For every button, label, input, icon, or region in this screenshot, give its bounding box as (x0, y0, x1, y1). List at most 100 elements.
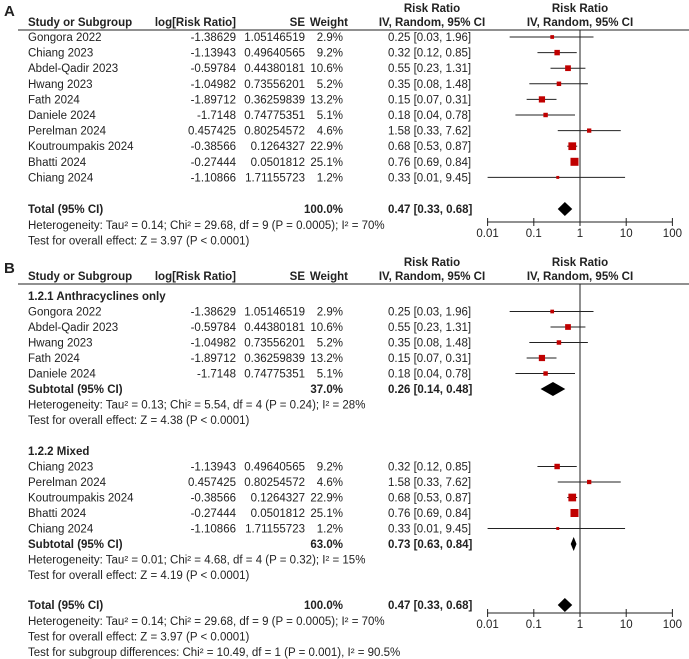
risk-ratio-ci: 0.76 [0.69, 0.84] (388, 508, 471, 520)
se-value: 1.71155723 (245, 172, 305, 184)
risk-ratio-ci: 0.55 [0.23, 1.31] (388, 63, 471, 75)
log-rr-value: -0.27444 (191, 157, 237, 169)
study-marker (565, 65, 571, 72)
pooled-weight: 100.0% (304, 204, 343, 216)
study-marker (538, 354, 546, 362)
pooled-label: Subtotal (95% CI) (28, 384, 123, 396)
x-tick-label: 0.01 (476, 619, 498, 631)
pooled-diamond (557, 598, 573, 612)
weight-value: 2.9% (317, 32, 343, 44)
pooled-diamond (570, 537, 577, 551)
weight-value: 25.1% (310, 157, 343, 169)
log-rr-value: -0.59784 (191, 322, 237, 334)
se-value: 0.74775351 (244, 110, 305, 122)
risk-ratio-ci: 0.25 [0.03, 1.96] (388, 32, 471, 44)
pooled-ci: 0.73 [0.63, 0.84] (388, 539, 473, 551)
log-rr-value: -1.38629 (191, 307, 236, 319)
x-tick-label: 100 (663, 619, 682, 631)
study-name: Daniele 2024 (28, 110, 96, 122)
se-value: 1.71155723 (245, 524, 305, 536)
weight-value: 10.6% (310, 322, 343, 334)
se-value: 1.05146519 (244, 307, 305, 319)
log-rr-value: -1.7148 (197, 110, 236, 122)
study-marker (587, 128, 592, 133)
weight-value: 5.1% (317, 369, 343, 381)
log-rr-value: 0.457425 (188, 477, 236, 489)
note-text: Test for overall effect: Z = 3.97 (P < 0… (28, 236, 250, 248)
pooled-diamond (557, 202, 573, 216)
x-tick-label: 100 (663, 228, 682, 240)
study-header: Study or Subgroup (28, 17, 132, 29)
note-text: Heterogeneity: Tau² = 0.14; Chi² = 29.68… (28, 220, 385, 232)
note-text: Test for overall effect: Z = 4.19 (P < 0… (28, 570, 250, 582)
se-value: 0.36259839 (244, 94, 305, 106)
study-name: Fath 2024 (28, 353, 80, 365)
weight-value: 5.2% (317, 338, 343, 350)
study-name: Chiang 2023 (28, 48, 93, 60)
study-marker (556, 175, 560, 179)
log-rr-value: -1.10866 (191, 524, 236, 536)
x-tick-label: 1 (577, 619, 583, 631)
weight-value: 22.9% (310, 493, 343, 505)
se-value: 0.1264327 (251, 493, 305, 505)
weight-value: 4.6% (317, 477, 343, 489)
study-name: Fath 2024 (28, 94, 80, 106)
subgroup-label: 1.2.2 Mixed (28, 446, 89, 458)
note-text: Test for subgroup differences: Chi² = 10… (28, 647, 400, 659)
log-rr-value: -1.04982 (191, 338, 236, 350)
x-tick-label: 0.1 (526, 619, 542, 631)
study-marker (538, 96, 546, 103)
se-value: 0.73556201 (244, 79, 305, 91)
pooled-diamond (540, 382, 566, 396)
risk-ratio-ci: 0.33 [0.01, 9.45] (388, 172, 471, 184)
risk-ratio-ci: 0.55 [0.23, 1.31] (388, 322, 471, 334)
pooled-ci: 0.47 [0.33, 0.68] (388, 600, 473, 612)
x-tick-label: 0.1 (526, 228, 542, 240)
study-marker (554, 463, 560, 470)
study-marker (568, 142, 577, 151)
log-rr-value: -1.89712 (191, 353, 236, 365)
study-name: Koutroumpakis 2024 (28, 141, 134, 153)
weight-value: 22.9% (310, 141, 343, 153)
study-name: Hwang 2023 (28, 79, 93, 91)
pooled-label: Total (95% CI) (28, 600, 103, 612)
log-rr-value: -0.38566 (191, 141, 236, 153)
se-value: 0.80254572 (244, 477, 305, 489)
pooled-weight: 63.0% (310, 539, 343, 551)
se-value: 1.05146519 (244, 32, 305, 44)
note-text: Heterogeneity: Tau² = 0.13; Chi² = 5.54,… (28, 400, 365, 412)
plot-header-bottom: IV, Random, 95% CI (527, 271, 633, 283)
risk-ratio-ci: 0.76 [0.69, 0.84] (388, 157, 471, 169)
log-rr-value: -1.13943 (191, 48, 236, 60)
risk-ratio-ci: 0.33 [0.01, 9.45] (388, 524, 471, 536)
risk-ratio-ci: 0.25 [0.03, 1.96] (388, 307, 471, 319)
weight-value: 9.2% (317, 48, 343, 60)
se-value: 0.0501812 (251, 508, 305, 520)
risk-ratio-ci: 0.35 [0.08, 1.48] (388, 338, 471, 350)
weight-value: 10.6% (310, 63, 343, 75)
study-name: Abdel-Qadir 2023 (28, 322, 118, 334)
study-name: Daniele 2024 (28, 369, 96, 381)
study-marker (570, 157, 579, 166)
risk-ratio-ci: 0.35 [0.08, 1.48] (388, 79, 471, 91)
se-header: SE (290, 17, 306, 29)
se-value: 0.0501812 (251, 157, 305, 169)
weight-header: Weight (310, 17, 348, 29)
note-text: Heterogeneity: Tau² = 0.14; Chi² = 29.68… (28, 616, 385, 628)
study-marker (587, 479, 592, 485)
log-rr-value: -0.38566 (191, 493, 236, 505)
risk-ratio-ci: 0.68 [0.53, 0.87] (388, 141, 471, 153)
se-value: 0.74775351 (244, 369, 305, 381)
risk-ratio-ci: 0.15 [0.07, 0.31] (388, 353, 471, 365)
panel-label-a: A (4, 3, 15, 20)
log-rr-value: -0.59784 (191, 63, 237, 75)
study-name: Bhatti 2024 (28, 508, 87, 520)
plot-header-top: Risk Ratio (552, 3, 608, 15)
weight-header: Weight (310, 271, 348, 283)
risk-ratio-ci: 0.18 [0.04, 0.78] (388, 369, 471, 381)
log-rr-value: -0.27444 (191, 508, 237, 520)
study-name: Perelman 2024 (28, 477, 107, 489)
weight-value: 13.2% (310, 94, 343, 106)
rr-header-bottom: IV, Random, 95% CI (379, 17, 485, 29)
